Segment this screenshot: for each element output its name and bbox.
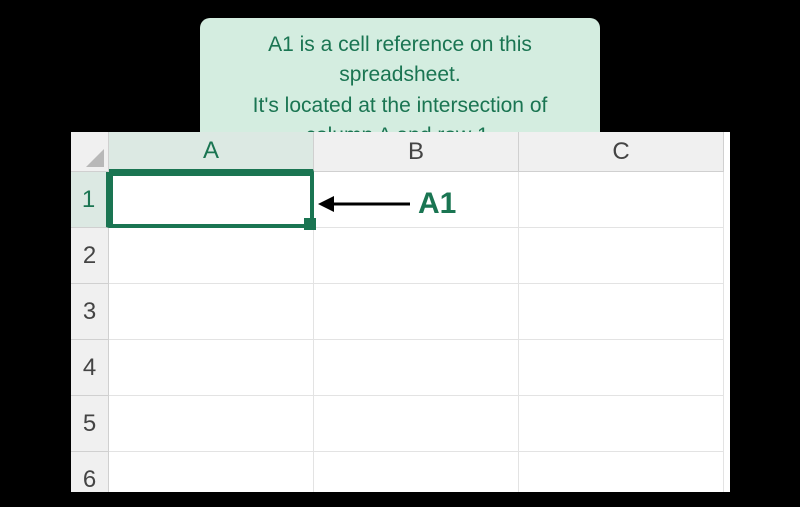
cell-b1[interactable]: [314, 172, 519, 228]
cell-a5[interactable]: [109, 396, 314, 452]
column-header-c[interactable]: C: [519, 132, 724, 172]
row-header-3[interactable]: 3: [71, 284, 109, 340]
row-headers: 1 2 3 4 5 6: [71, 172, 109, 492]
row-header-6[interactable]: 6: [71, 452, 109, 492]
cell-c2[interactable]: [519, 228, 724, 284]
cell-b2[interactable]: [314, 228, 519, 284]
cell-c5[interactable]: [519, 396, 724, 452]
select-all-corner[interactable]: [71, 132, 109, 172]
cell-row: [109, 340, 730, 396]
cell-b5[interactable]: [314, 396, 519, 452]
row-header-1[interactable]: 1: [71, 172, 109, 228]
cell-b6[interactable]: [314, 452, 519, 492]
cell-row: [109, 228, 730, 284]
spreadsheet: A B C 1 2 3 4 5 6: [71, 132, 730, 492]
cell-row: [109, 284, 730, 340]
cell-c6[interactable]: [519, 452, 724, 492]
cell-c3[interactable]: [519, 284, 724, 340]
cell-a1[interactable]: [109, 172, 314, 228]
row-header-2[interactable]: 2: [71, 228, 109, 284]
cell-a6[interactable]: [109, 452, 314, 492]
cell-b3[interactable]: [314, 284, 519, 340]
cell-row: [109, 396, 730, 452]
cell-grid: [109, 172, 730, 492]
column-headers: A B C: [109, 132, 730, 172]
row-header-4[interactable]: 4: [71, 340, 109, 396]
cell-a4[interactable]: [109, 340, 314, 396]
cell-a3[interactable]: [109, 284, 314, 340]
column-header-b[interactable]: B: [314, 132, 519, 172]
cell-b4[interactable]: [314, 340, 519, 396]
caption-line-1: A1 is a cell reference on this spreadshe…: [268, 33, 532, 86]
cell-c1[interactable]: [519, 172, 724, 228]
cell-a2[interactable]: [109, 228, 314, 284]
cell-row: [109, 452, 730, 492]
row-header-5[interactable]: 5: [71, 396, 109, 452]
cell-row: [109, 172, 730, 228]
cell-c4[interactable]: [519, 340, 724, 396]
column-header-a[interactable]: A: [109, 132, 314, 172]
